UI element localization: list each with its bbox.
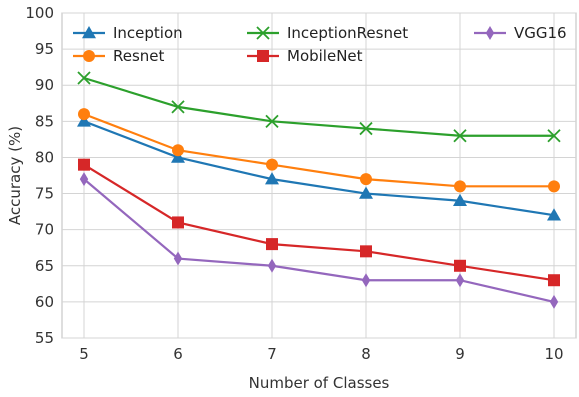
series-mobilenet (78, 158, 560, 287)
y-axis-title: Accuracy (%) (6, 126, 24, 225)
legend-label: Resnet (113, 47, 165, 65)
data-point (78, 108, 90, 121)
series-line (83, 120, 555, 217)
data-point (549, 294, 559, 309)
data-point (265, 114, 279, 128)
x-tick-label: 7 (267, 345, 277, 363)
data-point (79, 172, 89, 187)
legend-item-inceptionresnet: InceptionResnet (247, 24, 408, 42)
data-point (548, 180, 560, 193)
x-tick-label: 8 (361, 345, 371, 363)
data-point (361, 273, 371, 288)
data-point (547, 208, 561, 221)
data-point (77, 71, 91, 85)
data-point (171, 100, 185, 114)
data-point (360, 173, 372, 186)
x-axis-title: Number of Classes (249, 374, 390, 392)
data-point (267, 258, 277, 273)
legend: InceptionResnetInceptionResnetMobileNetV… (73, 24, 567, 65)
series-line (83, 178, 555, 303)
y-tick-label: 90 (35, 76, 54, 94)
data-point (172, 216, 184, 229)
data-point (547, 129, 561, 143)
data-point (453, 129, 467, 143)
legend-marker (83, 50, 95, 62)
series-line (83, 113, 554, 188)
data-point (266, 158, 278, 171)
data-point (77, 114, 91, 127)
legend-item-vgg16: VGG16 (474, 24, 567, 42)
legend-label: Inception (113, 24, 183, 42)
legend-marker (257, 50, 269, 62)
data-point (171, 150, 185, 163)
x-axis-ticks: 5 6 7 8 9 10 (79, 345, 563, 363)
legend-marker (256, 26, 270, 40)
x-tick-label: 10 (544, 345, 563, 363)
series-inception (77, 114, 561, 221)
plot-area (61, 12, 577, 339)
legend-marker (82, 26, 96, 39)
legend-label: MobileNet (287, 47, 363, 65)
series-line (83, 76, 554, 137)
series-vgg16 (79, 172, 559, 309)
legend-item-inception: Inception (73, 24, 183, 42)
data-point (265, 172, 279, 185)
data-point (360, 245, 372, 258)
grid (62, 12, 576, 339)
data-point (172, 144, 184, 157)
data-point (548, 274, 560, 287)
y-tick-label: 70 (35, 221, 54, 239)
x-tick-label: 5 (79, 345, 89, 363)
x-tick-label: 9 (455, 345, 465, 363)
series-line (83, 163, 555, 282)
legend-label: VGG16 (514, 24, 567, 42)
data-point (455, 273, 465, 288)
series-group (77, 71, 561, 309)
legend-marker (485, 26, 495, 40)
legend-label: InceptionResnet (287, 24, 408, 42)
legend-item-mobilenet: MobileNet (247, 47, 363, 65)
series-resnet (78, 108, 560, 193)
legend-item-resnet: Resnet (73, 47, 165, 65)
data-point (173, 251, 183, 266)
y-tick-label: 60 (35, 293, 54, 311)
data-point (453, 193, 467, 207)
y-tick-label: 65 (35, 257, 54, 275)
y-tick-label: 55 (35, 329, 54, 347)
y-tick-label: 95 (35, 40, 54, 58)
data-point (78, 158, 90, 171)
y-axis-ticks: 55 60 65 70 75 80 85 90 95 100 (25, 4, 54, 347)
y-tick-label: 75 (35, 185, 54, 203)
x-tick-label: 6 (173, 345, 183, 363)
series-inceptionresnet (77, 71, 561, 143)
y-tick-label: 85 (35, 112, 54, 130)
data-point (359, 121, 373, 136)
data-point (454, 259, 466, 272)
y-tick-label: 100 (25, 4, 54, 22)
data-point (454, 180, 466, 193)
data-point (359, 186, 373, 199)
data-point (266, 238, 278, 251)
y-tick-label: 80 (35, 148, 54, 166)
